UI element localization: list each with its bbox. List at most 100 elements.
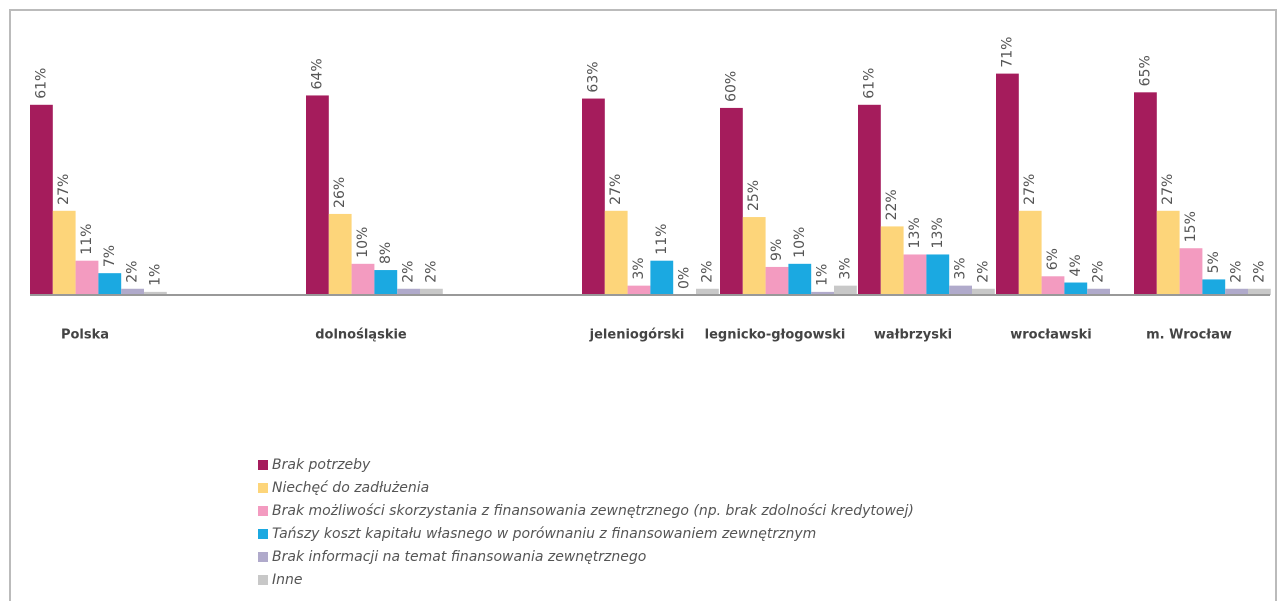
legend-swatch <box>258 483 268 493</box>
value-label: 11% <box>654 224 670 255</box>
bar <box>351 263 375 295</box>
bar <box>1179 248 1203 295</box>
value-label: 61% <box>861 68 877 99</box>
value-label: 61% <box>33 68 49 99</box>
legend-swatch <box>258 506 268 516</box>
bar <box>696 288 719 295</box>
value-label: 3% <box>631 257 647 279</box>
bar <box>374 270 398 295</box>
x-tick-label: legnicko-głogowski <box>705 328 846 343</box>
bar <box>1225 288 1248 295</box>
bar <box>858 104 881 295</box>
legend-swatch <box>258 460 268 470</box>
legend-swatch <box>258 575 268 585</box>
value-label: 64% <box>309 58 325 89</box>
bar <box>604 210 628 295</box>
value-label: 22% <box>884 189 900 220</box>
value-label: 2% <box>1229 261 1245 283</box>
value-label: 60% <box>723 71 739 102</box>
bar <box>30 104 53 295</box>
x-tick-label: m. Wrocław <box>1146 328 1232 343</box>
legend-swatch <box>258 529 268 539</box>
value-label: 26% <box>332 177 348 208</box>
value-label: 7% <box>102 245 118 267</box>
value-label: 11% <box>79 224 95 255</box>
x-tick-label: Polska <box>61 328 109 343</box>
bar <box>1041 276 1065 295</box>
bar <box>1156 210 1180 295</box>
value-label: 27% <box>1022 174 1038 205</box>
value-label: 25% <box>746 180 762 211</box>
value-label: 9% <box>769 239 785 261</box>
value-label: 6% <box>1045 248 1061 270</box>
bar <box>811 291 834 295</box>
value-label: 63% <box>585 61 601 92</box>
value-label: 2% <box>1091 261 1107 283</box>
bar <box>121 288 144 295</box>
bar <box>650 260 674 295</box>
bar <box>880 226 904 295</box>
bar <box>420 288 443 295</box>
bar <box>397 288 420 295</box>
value-label: 3% <box>837 257 853 279</box>
bar <box>1087 288 1110 295</box>
bar <box>1134 92 1157 295</box>
value-label: 13% <box>930 217 946 248</box>
bar <box>720 107 743 296</box>
value-label: 8% <box>378 242 394 264</box>
bar <box>949 285 972 295</box>
bar <box>98 273 122 295</box>
x-tick-label: wałbrzyski <box>874 328 952 343</box>
value-label: 71% <box>999 36 1015 67</box>
value-label: 0% <box>677 267 693 289</box>
legend-label: Niechęć do zadłużenia <box>272 480 429 496</box>
bar <box>996 73 1019 295</box>
value-label: 2% <box>1251 261 1267 283</box>
legend-label: Tańszy koszt kapitału własnego w porówna… <box>272 526 816 542</box>
bar <box>306 95 329 295</box>
x-tick-label: wrocławski <box>1010 328 1092 343</box>
x-tick-label: dolnośląskie <box>315 328 407 343</box>
bar <box>926 254 950 295</box>
bar <box>627 285 651 295</box>
legend-label: Brak informacji na temat finansowania ze… <box>272 549 646 565</box>
frame <box>9 9 1277 601</box>
bar <box>52 210 76 295</box>
value-label: 2% <box>975 261 991 283</box>
bar <box>903 254 927 295</box>
value-label: 13% <box>907 217 923 248</box>
value-label: 27% <box>608 174 624 205</box>
bar <box>1064 282 1088 295</box>
value-label: 10% <box>355 227 371 258</box>
value-label: 3% <box>953 257 969 279</box>
bar <box>834 285 857 295</box>
value-label: 2% <box>699 261 715 283</box>
bar <box>75 260 99 295</box>
legend-label: Brak możliwości skorzystania z finansowa… <box>272 503 914 519</box>
value-label: 27% <box>1160 174 1176 205</box>
bar <box>1202 279 1226 295</box>
bar <box>972 288 995 295</box>
value-label: 1% <box>147 264 163 286</box>
value-label: 15% <box>1183 211 1199 242</box>
value-label: 2% <box>125 261 141 283</box>
x-tick-label: jeleniogórski <box>589 328 685 343</box>
legend-swatch <box>258 552 268 562</box>
bar <box>328 213 352 295</box>
bar <box>788 263 812 295</box>
bar <box>742 217 766 295</box>
bar <box>1018 210 1042 295</box>
legend-label: Inne <box>272 572 303 588</box>
value-label: 10% <box>792 227 808 258</box>
value-label: 2% <box>401 261 417 283</box>
value-label: 5% <box>1206 251 1222 273</box>
value-label: 4% <box>1068 254 1084 276</box>
bar <box>1248 288 1271 295</box>
bar <box>765 266 789 295</box>
value-label: 2% <box>423 261 439 283</box>
value-label: 65% <box>1137 55 1153 86</box>
legend-label: Brak potrzeby <box>272 457 371 473</box>
bar <box>582 98 605 295</box>
bar <box>144 291 167 295</box>
